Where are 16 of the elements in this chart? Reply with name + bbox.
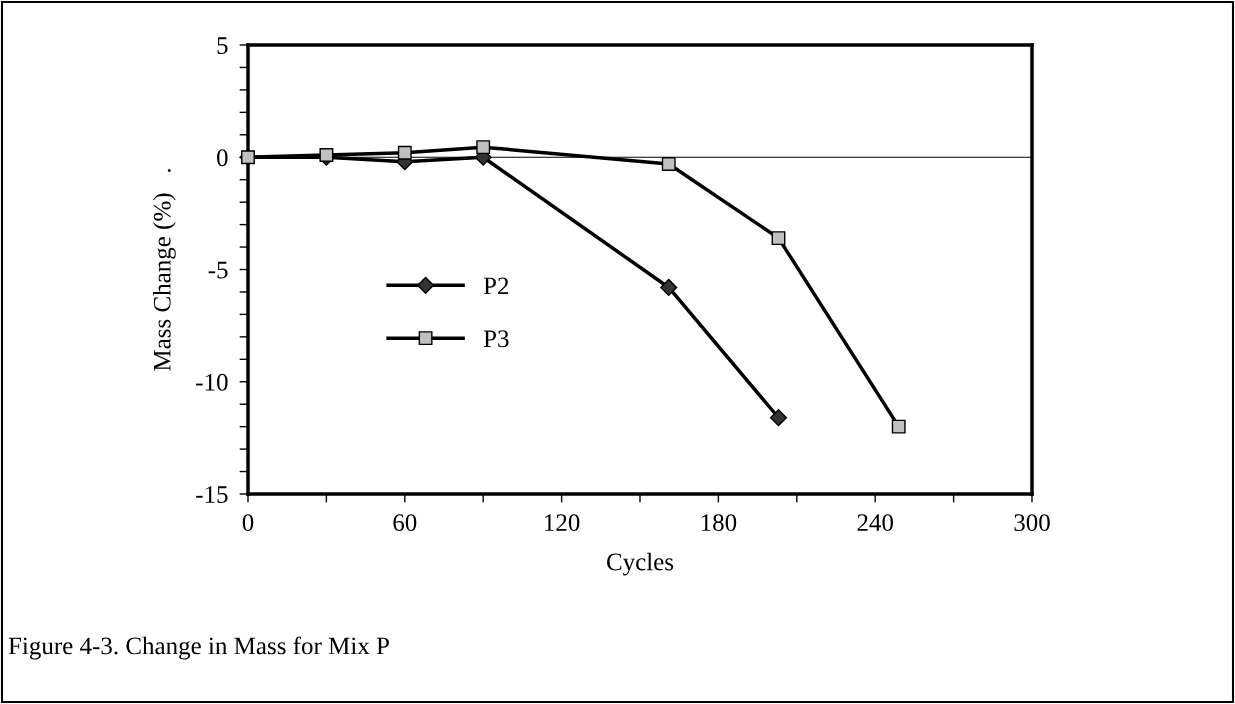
y-tick-label: -5 <box>208 261 228 279</box>
x-tick-label: 0 <box>242 514 254 532</box>
x-tick-label: 120 <box>545 514 580 532</box>
x-tick-label: 60 <box>393 514 417 532</box>
y-tick-label: 5 <box>217 37 228 54</box>
y-tick-label: -10 <box>196 373 228 391</box>
legend-label: P3 <box>483 330 509 348</box>
x-tick-label: 240 <box>857 514 893 532</box>
y-tick-label: -15 <box>196 486 228 503</box>
x-tick-label: 300 <box>1014 514 1050 532</box>
y-axis-title: Mass Change (%) . <box>153 169 176 371</box>
x-tick-label: 180 <box>701 514 737 532</box>
caption: Figure 4-3. Change in Mass for Mix P <box>8 636 389 660</box>
y-tick-label: 0 <box>217 149 228 167</box>
legend-label: P2 <box>483 277 509 295</box>
x-axis-title: Cycles <box>607 552 674 576</box>
